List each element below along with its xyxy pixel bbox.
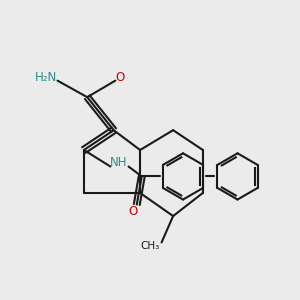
Text: NH: NH: [110, 156, 128, 169]
Text: CH₃: CH₃: [140, 241, 160, 251]
Text: H₂N: H₂N: [35, 71, 57, 84]
Text: O: O: [116, 71, 125, 84]
Text: O: O: [129, 205, 138, 218]
